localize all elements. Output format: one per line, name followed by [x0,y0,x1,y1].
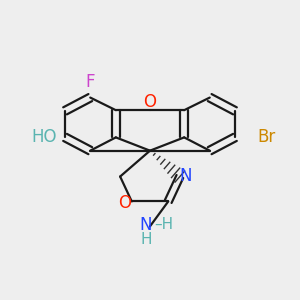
Text: –H: –H [154,217,173,232]
Text: O: O [118,194,132,212]
Text: H: H [140,232,152,247]
Text: Br: Br [257,128,276,146]
Text: F: F [85,73,95,91]
Text: N: N [180,167,192,184]
Text: HO: HO [32,128,57,146]
Text: O: O [143,93,157,111]
Text: N: N [140,216,152,234]
